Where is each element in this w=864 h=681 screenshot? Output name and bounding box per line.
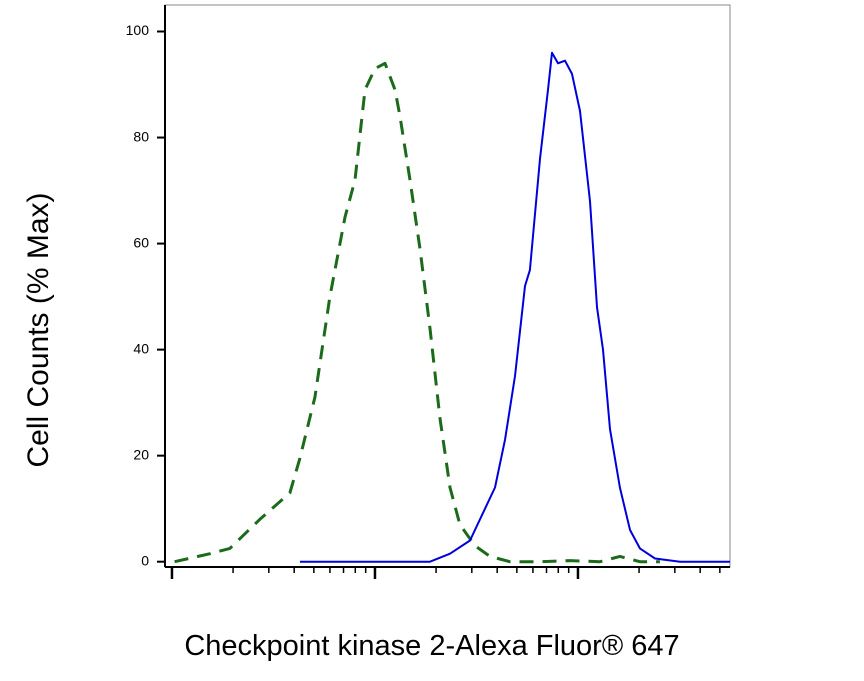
y-tick-label: 40: [133, 340, 149, 356]
y-tick-label: 80: [133, 128, 149, 144]
y-axis-label: Cell Counts (% Max): [22, 192, 55, 467]
plot-frame: [164, 4, 731, 568]
histogram-line: [299, 51, 730, 563]
y-tick-label: 60: [133, 234, 149, 250]
histogram-line: [174, 61, 660, 564]
x-axis-label: Checkpoint kinase 2-Alexa Fluor® 647: [184, 630, 679, 662]
y-tick-label: 0: [141, 552, 149, 568]
y-tick-label: 100: [126, 22, 150, 38]
y-tick-label: 20: [133, 446, 149, 462]
